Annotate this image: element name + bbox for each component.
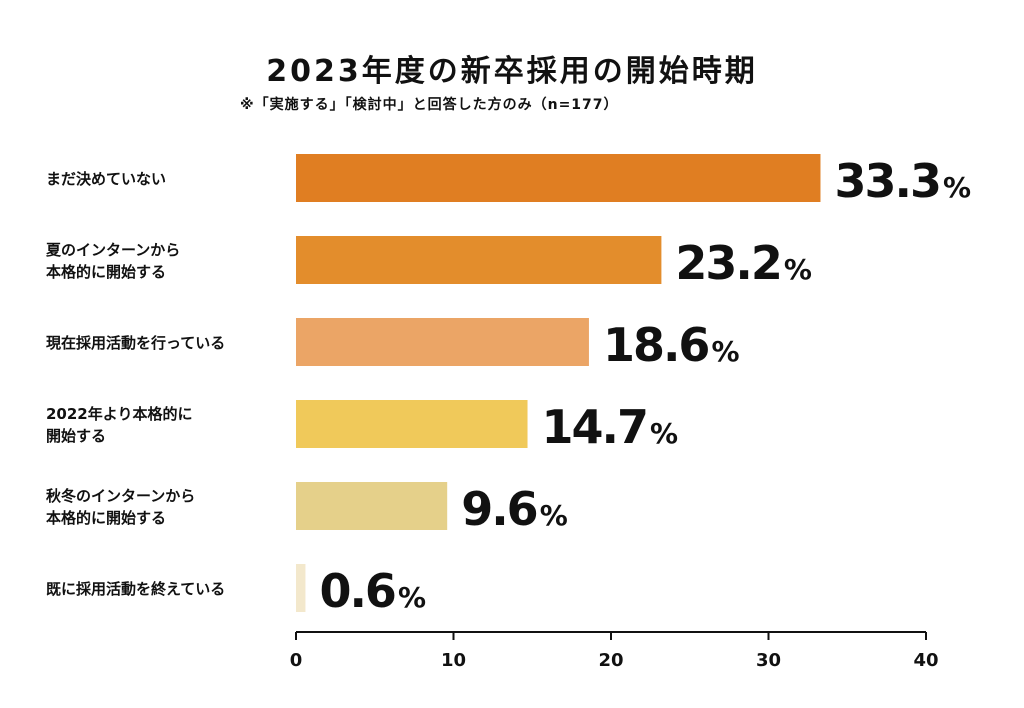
category-label: 現在採用活動を行っている xyxy=(46,334,225,352)
value-label: 33.3% xyxy=(834,154,971,208)
x-tick-label: 10 xyxy=(441,650,466,671)
value-label: 14.7% xyxy=(542,400,679,454)
value-label: 9.6% xyxy=(461,482,568,536)
bar xyxy=(296,400,528,448)
category-label: 既に採用活動を終えている xyxy=(46,580,225,598)
value-label: 0.6% xyxy=(319,564,426,618)
bar xyxy=(296,482,448,530)
category-label: 秋冬のインターンから xyxy=(46,487,195,505)
bar xyxy=(296,236,662,284)
x-tick-label: 40 xyxy=(913,650,938,671)
bar xyxy=(296,318,589,366)
bar xyxy=(296,564,306,612)
value-label: 18.6% xyxy=(603,318,740,372)
category-label: 本格的に開始する xyxy=(46,509,166,527)
category-label: まだ決めていない xyxy=(46,170,166,188)
value-label: 23.2% xyxy=(675,236,812,290)
bar xyxy=(296,154,821,202)
category-label: 2022年より本格的に xyxy=(46,405,192,423)
category-label: 本格的に開始する xyxy=(46,263,166,281)
x-tick-label: 30 xyxy=(756,650,781,671)
category-label: 夏のインターンから xyxy=(45,241,180,259)
chart-title: 2023年度の新卒採用の開始時期 xyxy=(266,54,758,89)
x-tick-label: 20 xyxy=(598,650,623,671)
chart-subtitle: ※「実施する」「検討中」と回答した方のみ（n=177） xyxy=(240,97,619,113)
category-label: 開始する xyxy=(46,427,106,445)
x-tick-label: 0 xyxy=(290,650,303,671)
